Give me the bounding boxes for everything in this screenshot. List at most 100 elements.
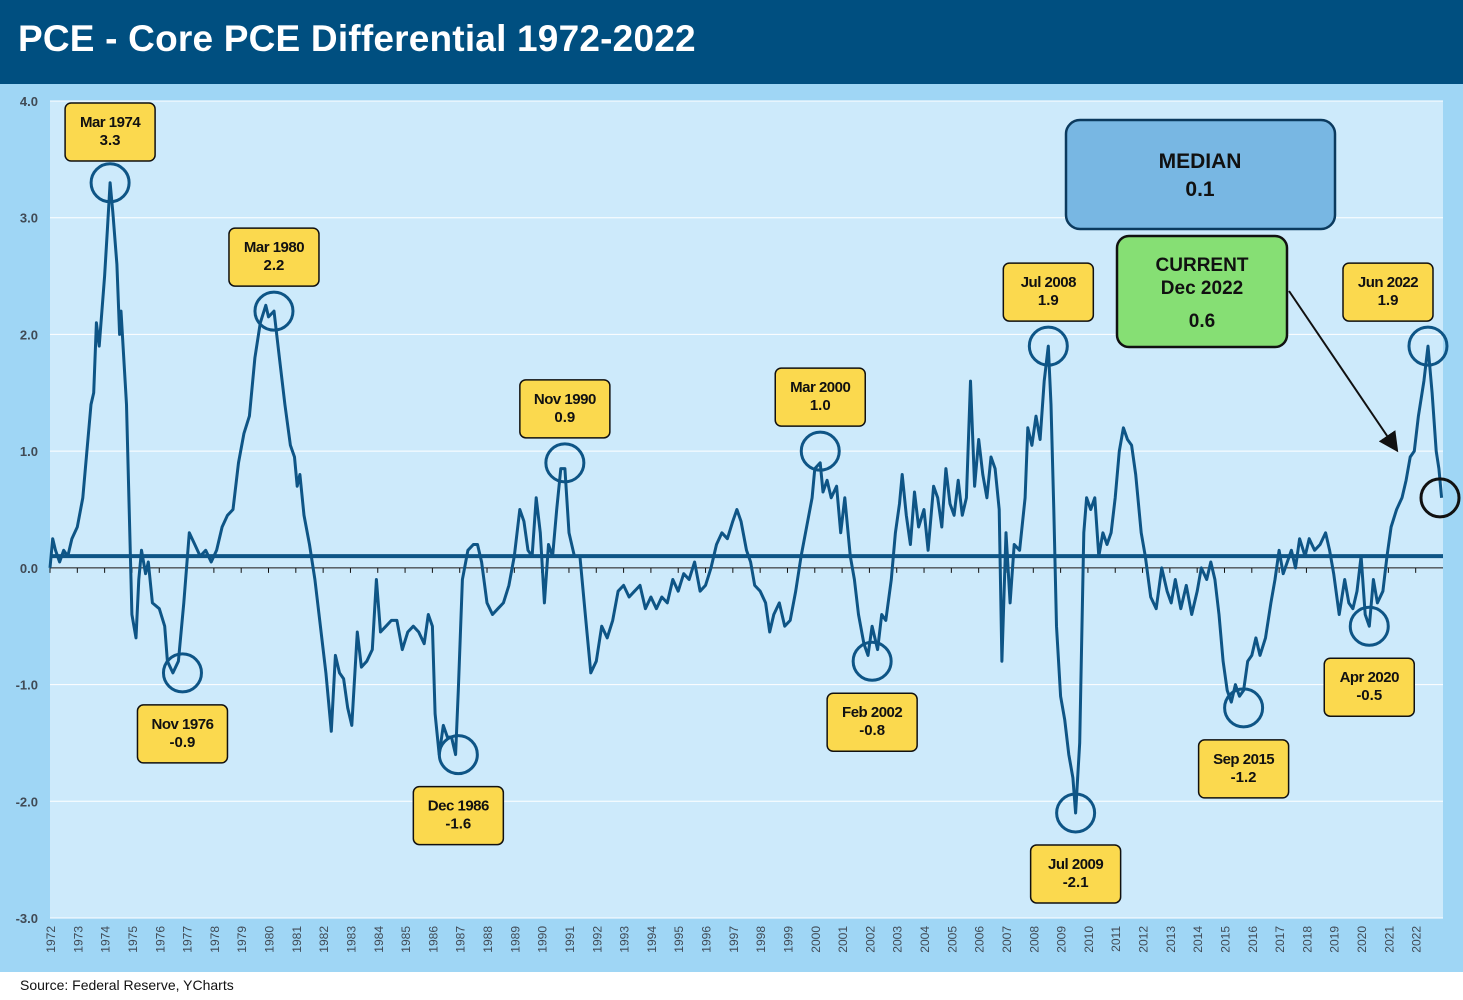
current-date: Dec 2022: [1161, 278, 1243, 299]
annotation-circle: [253, 290, 295, 332]
annotation-value: 2.2: [264, 257, 285, 274]
x-tick-label: 2000: [809, 926, 823, 953]
x-tick-label: 2013: [1164, 926, 1178, 953]
annotation-value: -1.6: [445, 816, 471, 833]
x-tick-label: 2002: [863, 926, 877, 953]
x-tick-label: 1978: [208, 926, 222, 953]
annotation-date: Jul 2009: [1048, 856, 1103, 873]
y-tick-label: -2.0: [16, 794, 38, 809]
annotation-box: [64, 102, 156, 162]
x-tick-label: 2018: [1300, 926, 1314, 953]
x-tick-label: 2022: [1410, 926, 1424, 953]
x-tick-label: 1993: [618, 926, 632, 953]
annotation-box: [412, 785, 505, 846]
current-box: CURRENT Dec 2022 0.6: [1115, 234, 1289, 349]
annotation-box: [774, 367, 866, 427]
x-tick-label: 1980: [263, 926, 277, 953]
x-tick-label: 2005: [945, 926, 959, 953]
x-tick-label: 2019: [1328, 926, 1342, 953]
pce-differential-chart: 4.0 3.0 2.0 1.0 0.0 -1.0 -2.0 -3.0 1972 1973 1974…: [16, 94, 1461, 953]
x-tick-label: 1997: [727, 926, 741, 953]
annotation-value: 1.0: [810, 397, 831, 414]
median-title: MEDIAN: [1159, 150, 1242, 173]
x-tick-label: 1989: [508, 926, 522, 953]
annotation-value: 0.9: [554, 409, 575, 426]
annotation-circle: [161, 652, 203, 694]
annotation-sep-2015: Sep 2015-1.2: [1197, 687, 1290, 799]
annotation-date: Mar 1974: [80, 114, 141, 131]
annotation-value: 3.3: [100, 132, 121, 149]
annotation-date: Mar 1980: [244, 239, 304, 256]
annotation-value: -0.9: [170, 734, 196, 751]
x-tick-label: 2017: [1273, 926, 1287, 953]
annotation-circle: [1348, 605, 1390, 647]
annotation-circle: [544, 442, 586, 484]
annotation-box: [1342, 262, 1434, 322]
x-tick-label: 2016: [1246, 926, 1260, 953]
annotation-nov-1976: Nov 1976-0.9: [136, 652, 229, 764]
annotation-circle: [1055, 792, 1097, 834]
annotation-dec-1986: Dec 1986-1.6: [412, 734, 505, 846]
x-tick-label: 2006: [973, 926, 987, 953]
x-tick-label: 1981: [290, 926, 304, 953]
x-tick-label: 1982: [317, 926, 331, 953]
annotation-jul-2009: Jul 2009-2.1: [1029, 792, 1122, 904]
x-tick-label: 1979: [235, 926, 249, 953]
annotation-date: Sep 2015: [1213, 751, 1274, 768]
x-tick-label: 1998: [754, 926, 768, 953]
annotation-apr-2020: Apr 2020-0.5: [1323, 605, 1416, 717]
y-tick-label: 4.0: [20, 94, 38, 109]
annotation-box: [228, 227, 320, 287]
x-tick-label: 1994: [645, 926, 659, 953]
annotation-circle: [437, 734, 479, 776]
x-tick-label: 1987: [454, 926, 468, 953]
annotation-box: [1323, 657, 1416, 717]
x-tick-label: 2004: [918, 926, 932, 953]
x-tick-label: 2003: [891, 926, 905, 953]
x-tick-label: 1973: [71, 926, 85, 953]
y-tick-label: 0.0: [20, 561, 38, 576]
median-value: 0.1: [1185, 178, 1215, 201]
annotation-date: Mar 2000: [790, 379, 850, 396]
annotation-box: [519, 379, 611, 439]
x-tick-label: 2011: [1109, 926, 1123, 952]
x-tick-label: 2001: [836, 926, 850, 953]
y-axis-ticks: 4.0 3.0 2.0 1.0 0.0 -1.0 -2.0 -3.0: [16, 94, 38, 926]
current-value: 0.6: [1189, 311, 1215, 332]
x-tick-label: 1999: [781, 926, 795, 953]
annotation-date: Jun 2022: [1358, 274, 1418, 291]
x-tick-label: 2007: [1000, 926, 1014, 953]
y-tick-label: -1.0: [16, 678, 38, 693]
x-tick-label: 2020: [1355, 926, 1369, 953]
annotation-value: 1.9: [1378, 292, 1399, 309]
pce-differential-line: [48, 181, 1444, 815]
annotation-circle: [89, 162, 131, 204]
annotation-date: Dec 1986: [428, 798, 489, 815]
annotation-value: -0.5: [1356, 687, 1382, 704]
y-tick-label: -3.0: [16, 911, 38, 926]
annotation-box: [136, 704, 229, 764]
annotation-box: [1029, 844, 1122, 904]
x-tick-label: 2015: [1218, 926, 1232, 953]
x-tick-label: 1996: [700, 926, 714, 953]
x-tick-label: 2021: [1382, 926, 1396, 953]
x-tick-label: 2010: [1082, 926, 1096, 953]
annotation-circle: [1407, 325, 1449, 367]
annotation-circle: [1223, 687, 1265, 729]
x-tick-label: 1995: [672, 926, 686, 953]
x-tick-label: 1975: [126, 926, 140, 953]
annotation-value: -1.2: [1231, 769, 1257, 786]
annotation-date: Feb 2002: [842, 704, 902, 721]
annotation-circle: [1027, 325, 1069, 367]
annotation-circle: [851, 640, 893, 682]
y-tick-label: 1.0: [20, 444, 38, 459]
page-title: PCE - Core PCE Differential 1972-2022: [18, 18, 696, 59]
y-tick-label: 3.0: [20, 211, 38, 226]
header-bar: PCE - Core PCE Differential 1972-2022: [0, 0, 1463, 84]
annotation-box: [1002, 262, 1095, 322]
x-tick-label: 1985: [399, 926, 413, 953]
